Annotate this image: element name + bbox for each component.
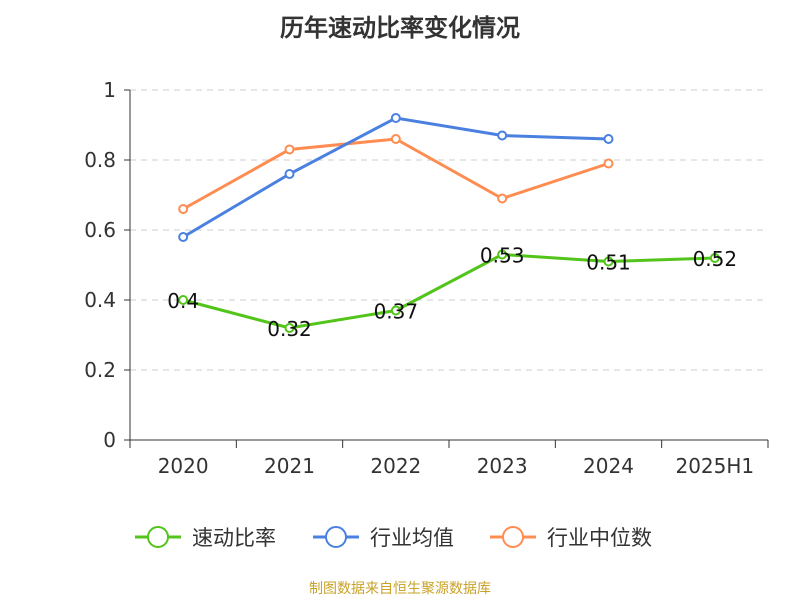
y-tick-label: 0.2 [84, 358, 116, 382]
y-tick-label: 0 [103, 428, 116, 452]
y-tick-label: 0.6 [84, 218, 116, 242]
data-label: 0.51 [586, 251, 631, 275]
legend-label: 行业中位数 [547, 526, 652, 550]
series-line [182, 252, 715, 330]
legend-marker [147, 526, 169, 548]
data-point [497, 193, 508, 204]
legend-marker [325, 526, 347, 548]
chart-title: 历年速动比率变化情况 [280, 14, 520, 42]
data-point [284, 323, 295, 333]
y-tick-label: 0.8 [84, 148, 116, 172]
data-label: 0.52 [693, 247, 738, 271]
x-tick-label: 2022 [370, 454, 421, 478]
data-point [390, 134, 401, 144]
data-label: 0.32 [267, 317, 312, 341]
data-point [709, 253, 720, 263]
data-label: 0.4 [167, 289, 199, 313]
data-point [390, 305, 401, 316]
data-point [603, 158, 614, 169]
data-point [284, 169, 295, 179]
data-point [497, 130, 508, 141]
data-point [284, 144, 295, 155]
legend-marker [502, 526, 524, 548]
data-point [178, 295, 189, 305]
source-note: 制图数据来自恒生聚源数据库 [309, 581, 491, 597]
data-point [603, 134, 614, 144]
x-tick-label: 2024 [583, 454, 634, 478]
y-tick-label: 1 [103, 78, 116, 102]
data-point [603, 256, 614, 267]
data-point [178, 204, 189, 214]
legend-label: 速动比率 [192, 526, 276, 550]
data-point [178, 232, 189, 242]
x-tick-label: 2023 [477, 454, 528, 478]
legend-label: 行业均值 [370, 526, 454, 550]
data-label: 0.53 [480, 244, 525, 268]
data-label: 0.37 [374, 300, 419, 324]
data-point [497, 249, 508, 260]
data-point [390, 113, 401, 123]
x-tick-label: 2020 [158, 454, 209, 478]
x-tick-label: 2021 [264, 454, 315, 478]
y-tick-label: 0.4 [84, 288, 116, 312]
x-tick-label: 2025H1 [675, 454, 754, 478]
